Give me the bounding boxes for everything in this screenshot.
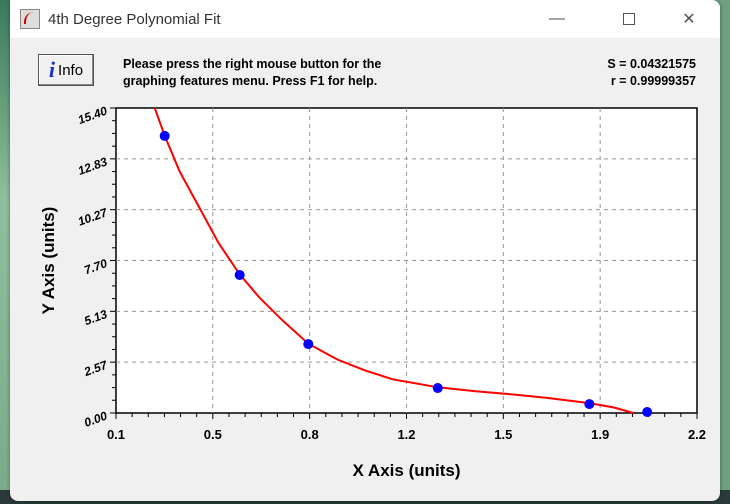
y-tick-label: 15.40 [76,104,109,128]
data-point [159,130,170,141]
close-button[interactable]: ✕ [666,0,712,38]
y-tick-label: 10.27 [76,205,110,229]
maximize-icon [623,13,635,25]
x-axis-label: X Axis (units) [353,461,461,480]
info-button[interactable]: i Info [38,54,94,86]
y-axis-label: Y Axis (units) [39,207,58,315]
y-tick-label: 12.83 [76,154,109,178]
title-bar[interactable]: 4th Degree Polynomial Fit — ✕ [10,0,720,38]
data-point [303,339,314,350]
x-tick-label: 0.5 [204,427,222,442]
app-icon [20,9,40,29]
y-tick-label: 5.13 [82,307,109,328]
s-statistic: S = 0.04321575 [607,57,696,71]
minimize-button[interactable]: — [534,0,580,38]
window-title: 4th Degree Polynomial Fit [48,10,221,28]
fit-curve [153,107,634,414]
x-tick-label: 1.2 [397,427,415,442]
data-point [584,399,595,410]
close-icon: ✕ [682,11,696,28]
x-tick-label: 1.5 [494,427,512,442]
data-point [234,269,245,280]
maximize-button[interactable] [606,0,652,38]
help-message: Please press the right mouse button for … [123,56,381,90]
data-point [642,407,653,418]
x-tick-label: 0.8 [301,427,319,442]
help-message-line1: Please press the right mouse button for … [123,57,382,71]
data-point [432,383,443,394]
y-tick-label: 2.57 [81,357,110,379]
desktop-background [0,0,12,504]
info-label: Info [58,61,84,79]
x-tick-label: 0.1 [107,427,125,442]
polynomial-fit-window: 4th Degree Polynomial Fit — ✕ i Info Ple… [10,0,720,501]
minimize-icon: — [549,10,565,27]
info-icon: i [48,57,56,82]
y-tick-label: 0.00 [82,409,109,430]
fit-statistics: S = 0.04321575 r = 0.99999357 [607,56,696,90]
x-tick-label: 1.9 [591,427,609,442]
y-tick-label: 7.70 [82,256,109,277]
r-statistic: r = 0.99999357 [610,74,696,88]
x-tick-label: 2.2 [688,427,706,442]
help-message-line2: graphing features menu. Press F1 for hel… [123,74,378,88]
chart[interactable]: 0.1 0.5 0.8 1.2 1.5 1.9 2.2 0.00 2.57 5.13 7.70 10.… [10,0,720,501]
